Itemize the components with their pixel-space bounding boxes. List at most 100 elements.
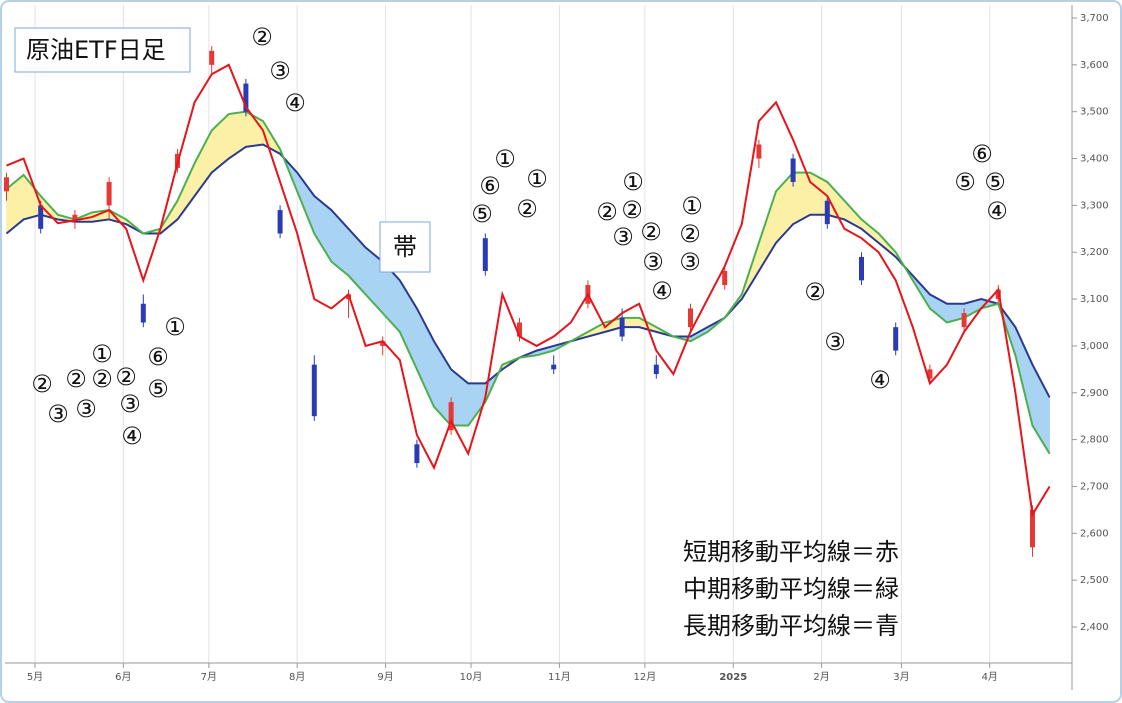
y-tick-label: 2,600 bbox=[1080, 528, 1109, 539]
annotation: ② bbox=[516, 195, 538, 223]
y-tick-label: 2,700 bbox=[1080, 481, 1109, 492]
note: 長期移動平均線＝青 bbox=[683, 612, 899, 640]
candle-body bbox=[4, 177, 9, 192]
y-tick-label: 3,600 bbox=[1080, 60, 1109, 71]
y-tick-label: 2,800 bbox=[1080, 435, 1109, 446]
annotation: ④ bbox=[869, 366, 891, 394]
band-label-box bbox=[379, 221, 431, 273]
y-tick-label: 3,300 bbox=[1080, 200, 1109, 211]
candle-body bbox=[311, 364, 317, 417]
candle-body bbox=[722, 270, 728, 286]
annotation: ① bbox=[526, 165, 548, 193]
ma-line bbox=[5, 143, 1051, 398]
annotation: ④ bbox=[121, 422, 143, 450]
annotation: ① bbox=[164, 313, 186, 341]
annotation: ⑤ bbox=[984, 168, 1006, 196]
y-tick-label: 3,200 bbox=[1080, 247, 1109, 258]
candle-body bbox=[72, 214, 78, 220]
x-tick-label: 4月 bbox=[982, 671, 998, 683]
candle-body bbox=[517, 322, 522, 337]
y-tick-label: 3,100 bbox=[1080, 294, 1109, 305]
candle-body bbox=[756, 144, 762, 159]
candle-body bbox=[106, 181, 112, 206]
y-tick-label: 3,700 bbox=[1080, 13, 1109, 24]
chart-title: 原油ETF日足 bbox=[26, 36, 166, 64]
x-tick-label: 2月 bbox=[813, 671, 829, 683]
candle-body bbox=[619, 317, 625, 337]
annotation: ③ bbox=[612, 223, 634, 251]
candle-body bbox=[448, 402, 454, 431]
candle-body bbox=[824, 200, 830, 225]
annotation: ③ bbox=[679, 248, 701, 276]
candle-body bbox=[243, 83, 249, 112]
ma-line bbox=[5, 110, 1051, 455]
x-tick-label: 2025 bbox=[719, 672, 747, 683]
candle-body bbox=[893, 327, 899, 351]
title-box bbox=[14, 27, 191, 73]
annotation: ③ bbox=[824, 328, 846, 356]
annotation: ① bbox=[91, 340, 113, 368]
annotation: ② bbox=[115, 363, 137, 391]
annotation: ④ bbox=[651, 277, 673, 305]
candle-body bbox=[209, 50, 215, 65]
candle-body bbox=[277, 210, 283, 234]
plot-area bbox=[4, 5, 1051, 663]
annotation: ② bbox=[621, 196, 643, 224]
y-tick-label: 2,500 bbox=[1080, 575, 1109, 586]
x-tick-label: 5月 bbox=[27, 671, 43, 683]
x-tick-label: 10月 bbox=[460, 671, 483, 683]
annotation: ⑥ bbox=[971, 140, 993, 168]
annotation: ③ bbox=[75, 395, 97, 423]
x-tick-label: 3月 bbox=[893, 671, 909, 683]
y-tick-label: 3,400 bbox=[1080, 154, 1109, 165]
annotation: ② bbox=[91, 365, 113, 393]
candle-body bbox=[380, 341, 386, 346]
candle-body bbox=[859, 256, 864, 281]
annotation: ④ bbox=[284, 89, 306, 117]
annotation: ② bbox=[679, 220, 701, 248]
x-tick-label: 7月 bbox=[201, 671, 217, 683]
y-tick-label: 3,000 bbox=[1080, 341, 1109, 352]
y-tick-label: 2,900 bbox=[1080, 388, 1109, 399]
y-tick-label: 2,400 bbox=[1080, 622, 1109, 633]
band bbox=[621, 317, 640, 328]
annotation: ⑥ bbox=[147, 343, 169, 371]
annotation: ④ bbox=[986, 197, 1008, 225]
x-tick-label: 11月 bbox=[548, 671, 571, 683]
annotation: ② bbox=[640, 218, 662, 246]
annotation: ② bbox=[804, 278, 826, 306]
annotation: ② bbox=[65, 365, 87, 393]
annotation: ③ bbox=[269, 57, 291, 85]
candle-body bbox=[414, 444, 420, 464]
note: 中期移動平均線＝緑 bbox=[683, 575, 899, 603]
candle-body bbox=[551, 364, 557, 370]
x-tick-label: 6月 bbox=[115, 671, 131, 683]
candle-body bbox=[688, 308, 693, 328]
annotation: ⑥ bbox=[479, 172, 501, 200]
annotation: ② bbox=[31, 370, 53, 398]
annotation: ③ bbox=[119, 390, 141, 418]
x-tick-label: 9月 bbox=[377, 671, 393, 683]
annotation: ② bbox=[596, 198, 618, 226]
candle-body bbox=[1030, 509, 1035, 548]
band-label: 帯 bbox=[393, 233, 417, 261]
ma-line bbox=[6, 63, 1051, 518]
candle-body bbox=[482, 238, 488, 271]
candle-body bbox=[38, 205, 44, 229]
annotation: ① bbox=[681, 192, 703, 220]
candle-body bbox=[140, 303, 146, 323]
candle-body bbox=[927, 369, 933, 379]
y-tick-label: 3,500 bbox=[1080, 107, 1109, 118]
note: 短期移動平均線＝赤 bbox=[683, 538, 899, 566]
candle-body bbox=[653, 364, 659, 375]
annotation: ③ bbox=[642, 248, 664, 276]
x-tick-label: 8月 bbox=[289, 671, 305, 683]
annotation: ⑤ bbox=[147, 375, 169, 403]
annotation: ③ bbox=[47, 400, 69, 428]
annotation: ① bbox=[622, 168, 644, 196]
candle-body bbox=[790, 158, 796, 182]
annotation: ⑤ bbox=[471, 200, 493, 228]
candle-body bbox=[961, 313, 967, 328]
